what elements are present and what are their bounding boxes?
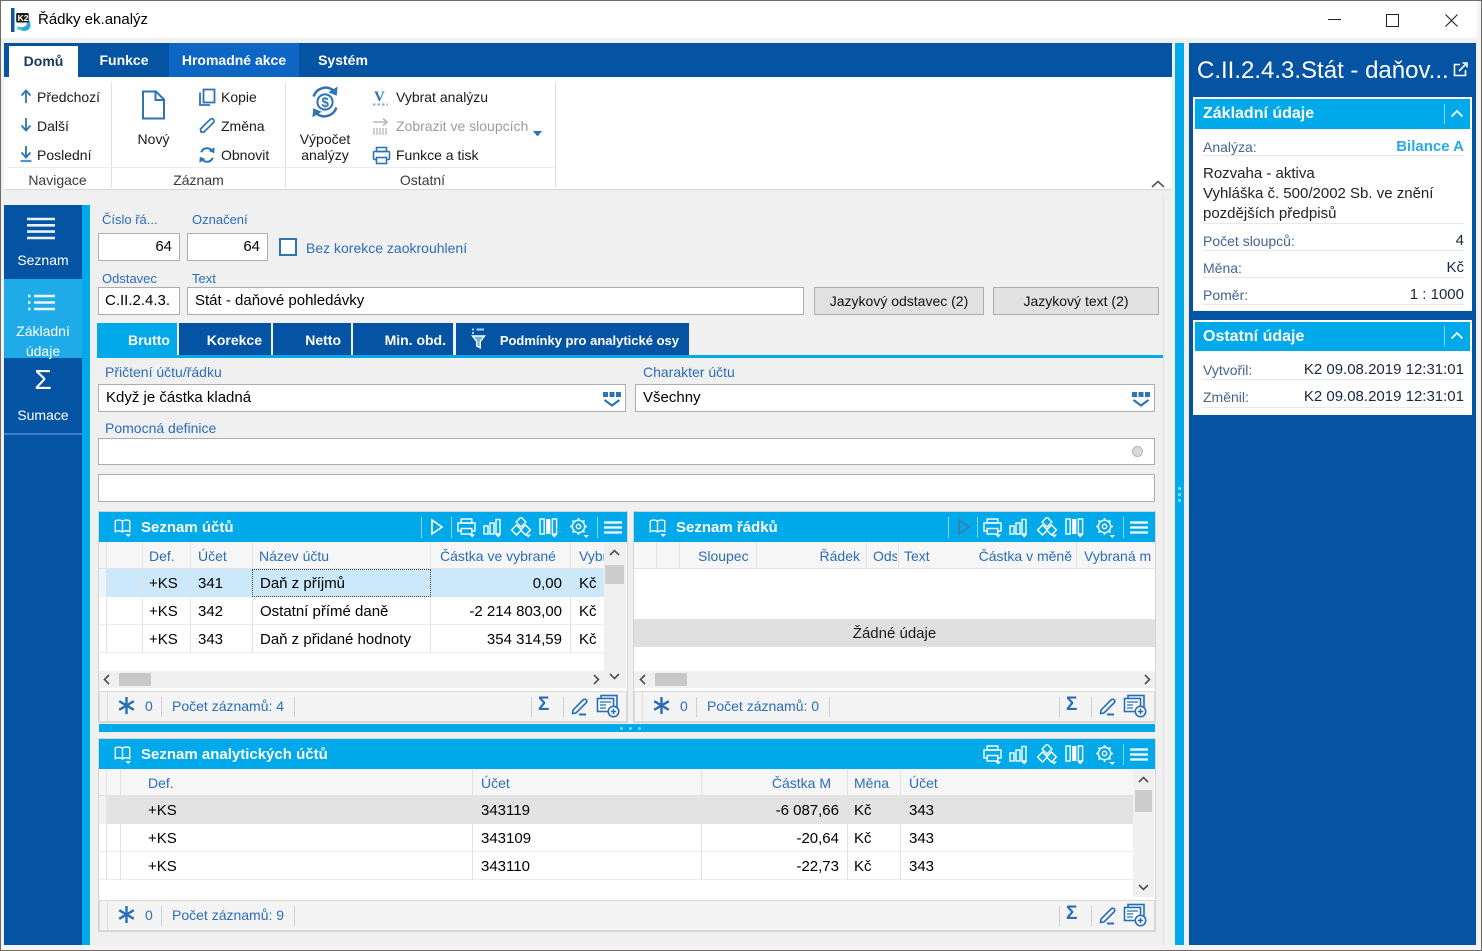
svg-text:K2: K2 xyxy=(18,13,29,23)
svg-text:$: $ xyxy=(321,95,329,110)
svg-text:V: V xyxy=(374,89,385,105)
